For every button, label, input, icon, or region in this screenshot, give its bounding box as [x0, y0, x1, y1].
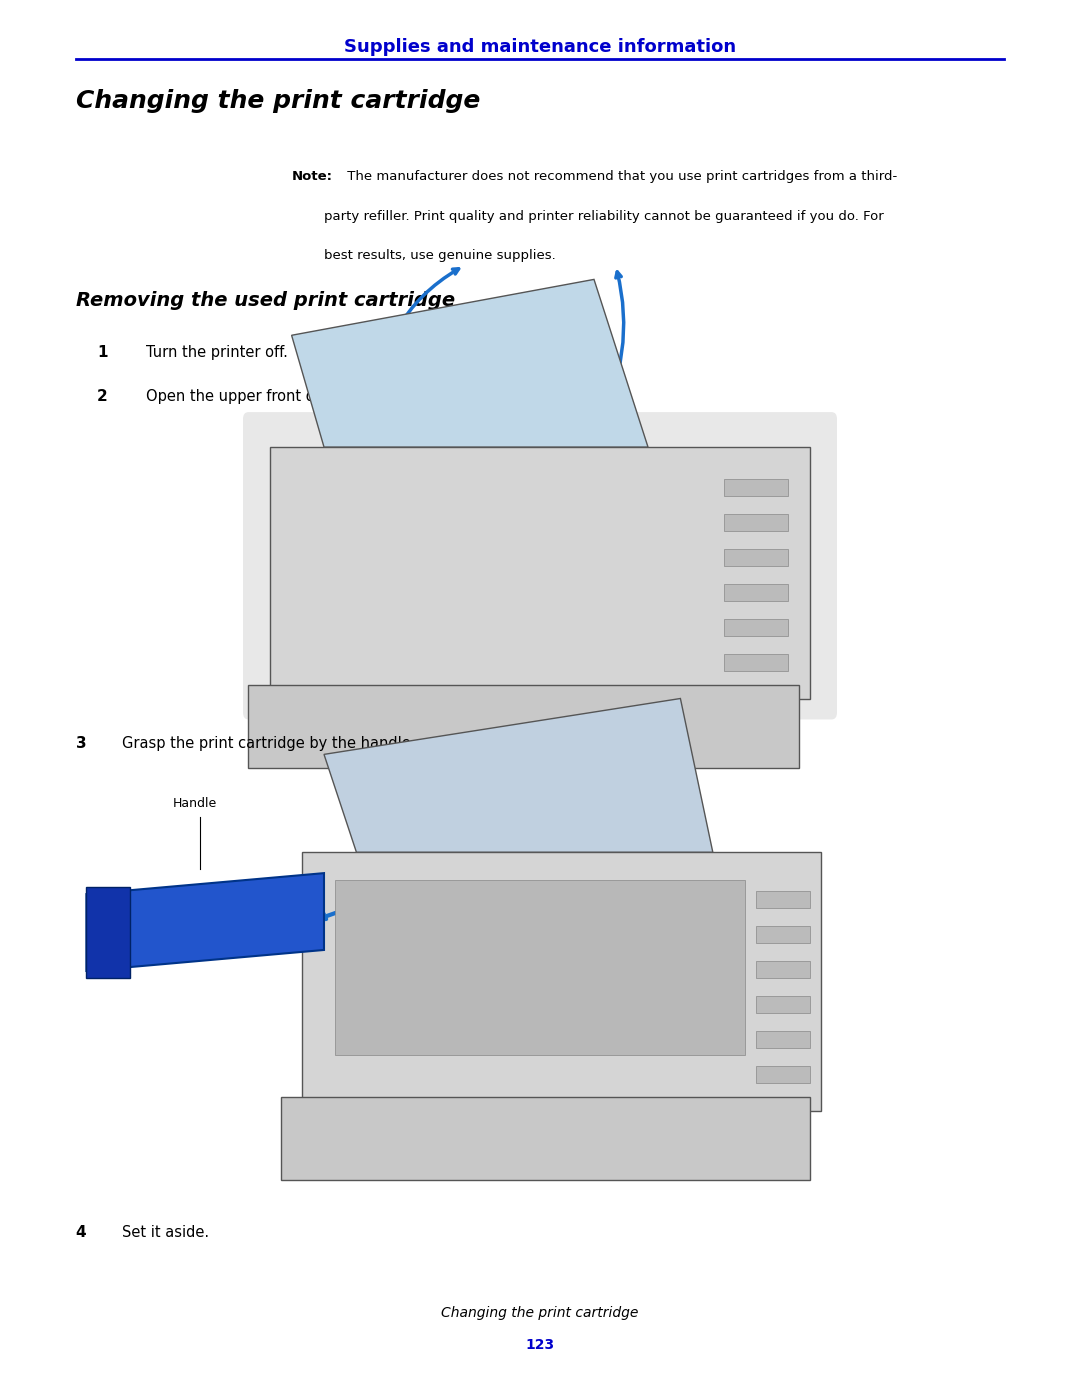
- Bar: [724, 584, 788, 601]
- Bar: [756, 891, 810, 908]
- Text: Set it aside.: Set it aside.: [122, 1225, 210, 1239]
- FancyBboxPatch shape: [243, 412, 837, 719]
- Text: The manufacturer does not recommend that you use print cartridges from a third-: The manufacturer does not recommend that…: [343, 170, 897, 183]
- Text: Supplies and maintenance information: Supplies and maintenance information: [343, 39, 737, 56]
- Polygon shape: [292, 279, 648, 447]
- Bar: [756, 996, 810, 1013]
- Text: Turn the printer off.: Turn the printer off.: [146, 345, 287, 359]
- Bar: [248, 685, 799, 768]
- Text: Handle: Handle: [173, 798, 216, 810]
- Bar: [302, 852, 821, 1111]
- Text: 3: 3: [76, 736, 86, 750]
- Bar: [724, 654, 788, 671]
- Text: Changing the print cartridge: Changing the print cartridge: [442, 1306, 638, 1320]
- Text: 2: 2: [97, 390, 108, 404]
- Bar: [86, 887, 130, 978]
- Bar: [281, 1097, 810, 1180]
- Bar: [756, 1066, 810, 1083]
- Bar: [335, 880, 745, 1055]
- Bar: [756, 961, 810, 978]
- Bar: [756, 926, 810, 943]
- Bar: [724, 479, 788, 496]
- Text: Grasp the print cartridge by the handle and lift it out.: Grasp the print cartridge by the handle …: [122, 736, 514, 750]
- Bar: [724, 619, 788, 636]
- Text: Open the upper front door.: Open the upper front door.: [146, 390, 342, 404]
- Text: 1: 1: [97, 345, 108, 359]
- Bar: [724, 514, 788, 531]
- Bar: [724, 549, 788, 566]
- Bar: [270, 447, 810, 698]
- Text: best results, use genuine supplies.: best results, use genuine supplies.: [324, 249, 556, 261]
- Polygon shape: [86, 873, 324, 971]
- Text: 4: 4: [76, 1225, 86, 1239]
- Text: Note:: Note:: [292, 170, 333, 183]
- Text: 123: 123: [526, 1338, 554, 1352]
- Polygon shape: [324, 698, 713, 852]
- Text: Changing the print cartridge: Changing the print cartridge: [76, 88, 480, 113]
- Text: party refiller. Print quality and printer reliability cannot be guaranteed if yo: party refiller. Print quality and printe…: [324, 210, 883, 222]
- Bar: [756, 1031, 810, 1048]
- Text: Removing the used print cartridge: Removing the used print cartridge: [76, 291, 455, 310]
